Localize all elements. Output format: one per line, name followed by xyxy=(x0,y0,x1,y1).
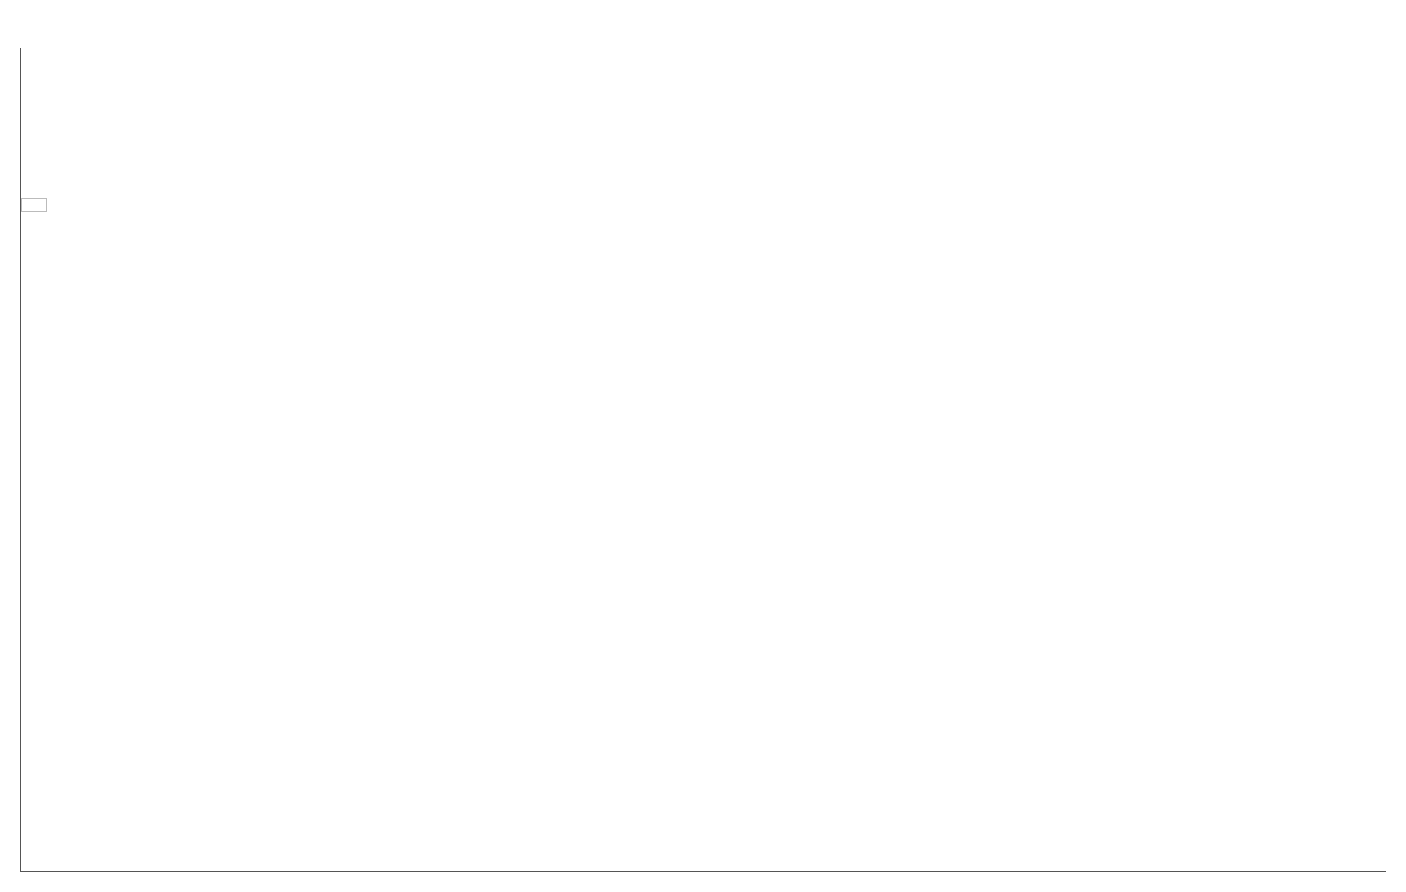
scatter-chart xyxy=(21,48,321,198)
chart-container xyxy=(20,48,1386,872)
correlation-stats-box xyxy=(21,198,47,212)
